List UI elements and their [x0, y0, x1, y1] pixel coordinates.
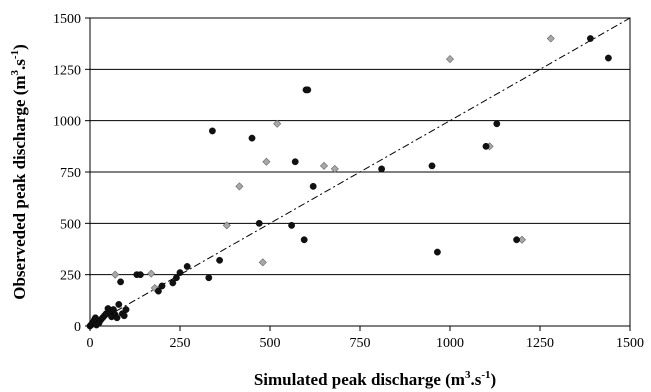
data-point-circle	[513, 236, 520, 244]
y-tick-label: 250	[60, 269, 81, 284]
x-tick-labels: 0 250 500 750 1000 1250 1500	[87, 336, 645, 351]
x-tick-label: 500	[260, 336, 281, 351]
data-point-circle	[205, 274, 213, 282]
data-point-circle	[216, 256, 224, 264]
data-point-circle	[304, 86, 312, 94]
data-point-circle	[176, 269, 184, 277]
data-points	[86, 34, 612, 330]
data-point-diamond	[147, 269, 156, 278]
x-tick-label: 750	[350, 336, 371, 351]
data-point-circle	[291, 158, 299, 166]
data-point-circle	[428, 162, 436, 170]
data-point-circle	[433, 248, 441, 256]
data-point-circle	[154, 287, 162, 295]
y-tick-label: 1000	[53, 115, 81, 130]
y-tick-labels: 0 250 500 750 1000 1250 1500	[53, 12, 81, 335]
data-point-diamond	[150, 283, 159, 293]
data-point-diamond	[222, 221, 231, 230]
data-point-circle	[378, 165, 385, 173]
reference-line-1to1	[89, 17, 631, 327]
y-tick-label: 1250	[53, 63, 81, 78]
data-point-circle	[169, 279, 177, 287]
y-tick-label: 750	[60, 166, 81, 181]
y-tick-label: 0	[74, 320, 81, 335]
data-point-diamond	[319, 161, 329, 170]
y-tick-label: 500	[60, 217, 81, 232]
data-point-diamond	[273, 119, 282, 128]
data-point-circle	[482, 142, 490, 150]
reference-line	[89, 17, 631, 327]
data-point-diamond	[330, 164, 339, 173]
data-point-circle	[115, 301, 123, 308]
data-point-circle	[493, 120, 501, 128]
data-point-circle	[309, 182, 317, 190]
data-point-circle	[120, 312, 128, 320]
data-point-circle	[208, 127, 216, 135]
data-point-circle	[183, 263, 191, 270]
data-point-circle	[136, 271, 144, 279]
data-point-circle	[288, 221, 295, 229]
data-point-diamond	[235, 182, 244, 191]
x-tick-label: 0	[87, 336, 94, 351]
x-tick-label: 250	[170, 336, 191, 351]
data-point-circle	[113, 314, 121, 322]
data-point-circle	[587, 35, 594, 42]
data-point-circle	[300, 236, 308, 244]
x-tick-label: 1000	[436, 336, 464, 351]
data-point-circle	[255, 219, 263, 227]
x-tick-label: 1250	[526, 336, 554, 351]
y-tick-label: 1500	[53, 12, 81, 27]
y-axis-title: Observeded peak discharge (m3.s-1)	[9, 44, 29, 300]
data-point-diamond	[258, 258, 267, 267]
data-point-diamond	[445, 55, 455, 64]
data-point-circle	[117, 278, 125, 286]
data-point-circle	[605, 54, 612, 62]
x-tick-label: 1500	[616, 336, 644, 351]
data-point-circle	[172, 274, 180, 282]
data-point-circle	[248, 134, 256, 142]
data-point-circle	[158, 282, 166, 290]
data-point-diamond	[111, 270, 120, 279]
data-point-circle	[122, 306, 130, 313]
data-point-diamond	[546, 34, 555, 43]
data-point-diamond	[262, 157, 271, 166]
x-axis-title: Simulated peak discharge (m3.s-1)	[254, 369, 496, 389]
